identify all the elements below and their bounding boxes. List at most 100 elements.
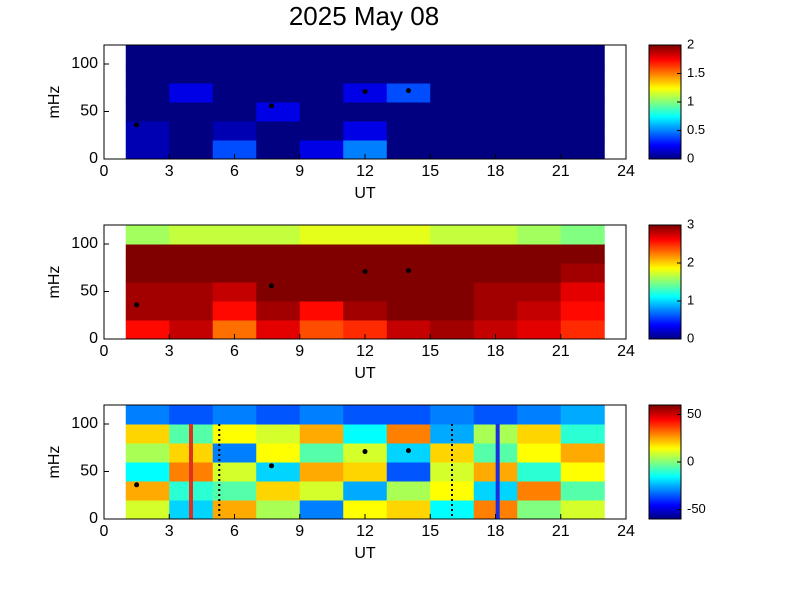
colorbar-step	[649, 128, 681, 131]
colorbar-step	[649, 415, 681, 418]
heat-cell	[473, 244, 518, 264]
heat-cell	[560, 301, 605, 321]
colorbar-tick-label: 0	[687, 453, 694, 468]
heat-cell	[517, 45, 562, 65]
heat-cell	[560, 462, 605, 482]
heat-cell	[212, 405, 257, 425]
heat-cell	[430, 320, 475, 340]
colorbar-step	[649, 155, 681, 158]
colorbar-step	[649, 486, 681, 490]
colorbar-step	[649, 458, 681, 461]
colorbar-step	[649, 69, 681, 73]
heat-cell	[343, 405, 388, 425]
colorbar-tick-label: 2	[687, 36, 694, 51]
colorbar-step	[649, 264, 681, 267]
heat-cell	[256, 140, 301, 160]
heat-cell	[430, 64, 475, 84]
heat-cell	[517, 121, 562, 141]
colorbar-step	[649, 126, 681, 130]
heat-cell	[125, 462, 170, 482]
heat-cell	[212, 320, 257, 340]
heat-cell	[169, 263, 214, 283]
colorbar-step	[649, 449, 681, 452]
heat-cell	[125, 225, 170, 245]
colorbar-step	[649, 114, 681, 117]
colorbar-step	[649, 285, 681, 288]
colorbar-step	[649, 454, 681, 458]
heat-cell	[343, 225, 388, 245]
heat-cell	[430, 121, 475, 141]
colorbar-step	[649, 405, 681, 408]
colorbar-step	[649, 87, 681, 91]
heat-cell	[517, 102, 562, 122]
heat-cell	[560, 282, 605, 302]
colorbar-tick-label: 0	[687, 330, 694, 345]
colorbar-step	[649, 119, 681, 123]
heat-cell	[560, 83, 605, 103]
heat-cell	[430, 45, 475, 65]
x-tick-label: 24	[617, 163, 635, 180]
colorbar-step	[649, 121, 681, 124]
x-tick-label: 15	[421, 523, 439, 540]
colorbar-step	[649, 490, 681, 493]
colorbar-step	[649, 257, 681, 260]
heat-cell	[212, 121, 257, 141]
x-tick-label: 24	[617, 523, 635, 540]
colorbar-step	[649, 287, 681, 290]
heat-cell	[299, 443, 344, 463]
figure-title: 2025 May 08	[289, 1, 439, 31]
colorbar-step	[649, 248, 681, 251]
colorbar-step	[649, 492, 681, 495]
heat-cell	[473, 301, 518, 321]
colorbar-step	[649, 513, 681, 516]
heat-cell	[560, 263, 605, 283]
colorbar-step	[649, 278, 681, 281]
heat-cell	[299, 83, 344, 103]
heat-cell	[517, 83, 562, 103]
colorbar-step	[649, 478, 681, 481]
heat-cell	[517, 301, 562, 321]
colorbar-step	[649, 251, 681, 254]
colorbar-step	[649, 237, 681, 240]
heat-cell	[299, 301, 344, 321]
heat-cell	[256, 121, 301, 141]
colorbar-step	[649, 485, 681, 488]
marker-point	[268, 283, 274, 289]
heat-cell	[299, 225, 344, 245]
marker-point	[362, 269, 368, 275]
heat-cell	[343, 121, 388, 141]
colorbar-step	[649, 292, 681, 295]
colorbar-step	[649, 109, 681, 112]
marker-point	[406, 268, 411, 274]
heat-cell	[517, 424, 562, 444]
heat-cell	[386, 462, 431, 482]
heat-cell	[299, 102, 344, 122]
heat-cell	[430, 301, 475, 321]
colorbar-step	[649, 107, 681, 110]
colorbar-step	[649, 144, 681, 148]
x-tick-label: 12	[356, 343, 374, 360]
marker-point	[406, 448, 411, 454]
heat-cell	[125, 121, 170, 141]
colorbar-step	[649, 123, 681, 126]
colorbar-step	[649, 483, 681, 486]
heat-cell	[125, 102, 170, 122]
heat-cell	[560, 320, 605, 340]
heat-cell	[169, 121, 214, 141]
heat-cell	[386, 424, 431, 444]
heat-cell	[343, 500, 388, 520]
colorbar-step	[649, 148, 681, 151]
colorbar-step	[649, 314, 681, 317]
y-tick-label: 100	[71, 415, 98, 432]
colorbar-step	[649, 501, 681, 504]
colorbar-step	[649, 515, 681, 518]
heat-cell	[212, 263, 257, 283]
heat-cell	[299, 140, 344, 160]
heat-cell	[169, 45, 214, 65]
heat-cell	[256, 481, 301, 501]
x-tick-label: 21	[552, 523, 570, 540]
heat-cell	[256, 301, 301, 321]
colorbar-step	[649, 419, 681, 422]
colorbar-step	[649, 408, 681, 411]
heat-cell	[256, 424, 301, 444]
